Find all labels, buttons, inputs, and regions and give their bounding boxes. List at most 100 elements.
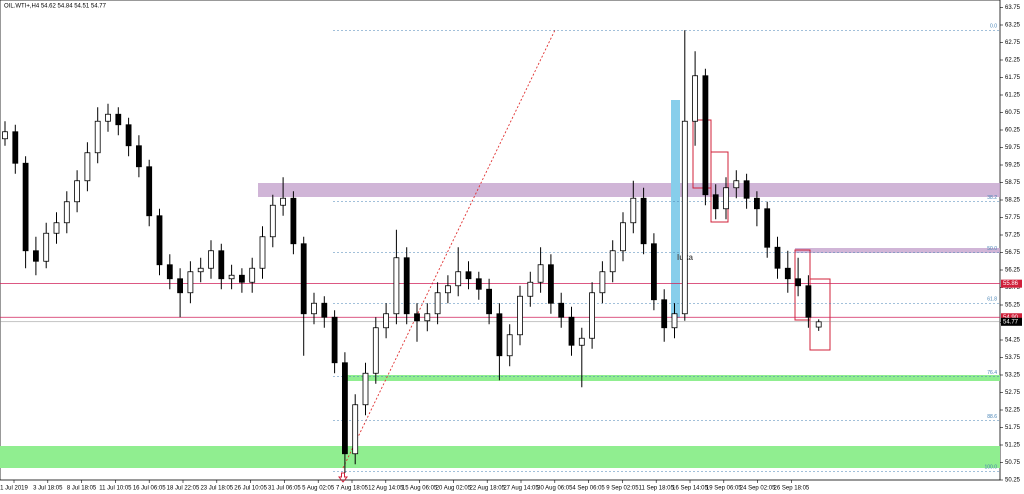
candle-body — [444, 285, 451, 294]
candle-body — [125, 124, 132, 147]
purple-zone — [795, 248, 1000, 253]
candle-body — [63, 201, 70, 224]
fib-label: 38.2 — [987, 195, 997, 201]
x-tick-label: 12 Aug 14:05 — [368, 486, 404, 492]
candle-body — [805, 285, 812, 318]
candle-body — [33, 250, 39, 262]
candle-body — [795, 278, 801, 287]
candle-body — [372, 327, 379, 374]
y-tick-label: 56.25 — [1005, 268, 1021, 274]
y-tick-label: 62.75 — [1005, 40, 1021, 46]
candle-body — [764, 208, 771, 248]
y-tick-label: 63.75 — [1005, 5, 1021, 11]
candle-body — [661, 299, 668, 329]
y-tick-label: 55.25 — [1005, 303, 1021, 309]
y-tick-label: 58.75 — [1005, 180, 1021, 186]
y-tick-label: 51.75 — [1005, 425, 1021, 431]
candle-body — [692, 75, 698, 122]
x-tick-label: 16 Jul 06:05 — [133, 486, 166, 492]
price-tag-label: 55.86 — [1003, 281, 1019, 287]
y-tick-label: 59.25 — [1005, 163, 1021, 169]
x-tick-label: 18 Jul 22:05 — [167, 486, 200, 492]
candle-body — [53, 222, 60, 234]
candle-body — [300, 243, 307, 315]
y-tick-label: 57.25 — [1005, 233, 1021, 239]
candle-body — [341, 362, 348, 455]
plot-frame — [0, 0, 1001, 481]
y-tick-label: 57.75 — [1005, 215, 1021, 221]
fib-label: 100.0 — [984, 465, 997, 471]
y-tick-label: 61.75 — [1005, 75, 1021, 81]
candle-body — [74, 180, 80, 203]
candle-body — [12, 131, 19, 164]
y-tick-label: 50.25 — [1005, 478, 1021, 484]
x-tick-label: 16 Sep 14:05 — [672, 486, 708, 492]
candle-body — [609, 250, 616, 273]
candle-body — [269, 204, 276, 238]
x-tick-label: 26 Sep 18:05 — [774, 486, 810, 492]
x-tick-label: 30 Aug 06:05 — [537, 486, 573, 492]
y-tick-label: 55.75 — [1005, 285, 1021, 291]
x-tick-label: 11 Jul 10:05 — [99, 486, 132, 492]
zones — [0, 29, 1000, 469]
y-tick-label: 56.75 — [1005, 250, 1021, 256]
y-tick-label: 53.75 — [1005, 355, 1021, 361]
candle-body — [517, 295, 523, 336]
candle-body — [187, 271, 194, 294]
x-tick-label: 26 Jul 10:05 — [234, 486, 267, 492]
candle-body — [475, 278, 482, 290]
candle-body — [774, 246, 781, 269]
candle-body — [2, 131, 8, 140]
candle-body — [578, 337, 585, 346]
fib-label: 50.0 — [987, 246, 997, 252]
candle-body — [558, 302, 565, 318]
candle-body — [589, 292, 595, 339]
candle-body — [290, 197, 297, 245]
x-tick-label: 1 Jul 2019 — [0, 486, 28, 492]
candle-body — [506, 334, 513, 357]
x-tick-label: 20 Aug 02:05 — [436, 486, 472, 492]
purple-zone — [258, 183, 1000, 197]
candle-body — [43, 232, 50, 262]
candle-body — [486, 288, 493, 315]
candle-body — [362, 372, 369, 406]
candle-body — [22, 162, 29, 252]
candle-body — [331, 316, 338, 364]
y-tick-label: 51.25 — [1005, 443, 1021, 449]
red-box — [710, 151, 729, 223]
candle-body — [84, 152, 91, 182]
candle-body — [94, 120, 101, 154]
candle-body — [228, 274, 235, 280]
candle-body — [568, 316, 575, 346]
x-tick-label: 19 Sep 06:05 — [706, 486, 742, 492]
trend-line — [342, 29, 556, 469]
candle-body — [177, 278, 184, 294]
y-tick-label: 52.75 — [1005, 390, 1021, 396]
boxes — [337, 119, 831, 483]
x-tick-label: 15 Aug 06:05 — [402, 486, 438, 492]
candle-body — [743, 180, 750, 199]
price-tag — [1001, 279, 1022, 288]
green-zone — [0, 446, 1000, 468]
y-tick-label: 54.25 — [1005, 338, 1021, 344]
candle-body — [403, 257, 410, 315]
candle-body — [702, 75, 709, 196]
candle-body — [815, 321, 822, 328]
candle-body — [784, 267, 791, 280]
candle-body — [434, 292, 441, 315]
x-tick-label: 9 Sep 02:05 — [606, 486, 639, 492]
fib-label: 0.0 — [990, 24, 997, 30]
candle-body — [352, 404, 359, 455]
candle-body — [208, 250, 214, 269]
blue-bar — [671, 100, 680, 318]
x-tick-label: 4 Sep 06:05 — [572, 486, 605, 492]
price-tag-label: 54.77 — [1003, 319, 1019, 325]
candle-body — [424, 313, 431, 322]
candle-body — [496, 313, 503, 357]
x-tick-label: 24 Sep 02:05 — [740, 486, 776, 492]
y-tick-label: 60.75 — [1005, 110, 1021, 116]
candle-body — [651, 243, 657, 301]
y-tick-label: 61.25 — [1005, 93, 1021, 99]
fib-label: 61.8 — [987, 297, 997, 303]
